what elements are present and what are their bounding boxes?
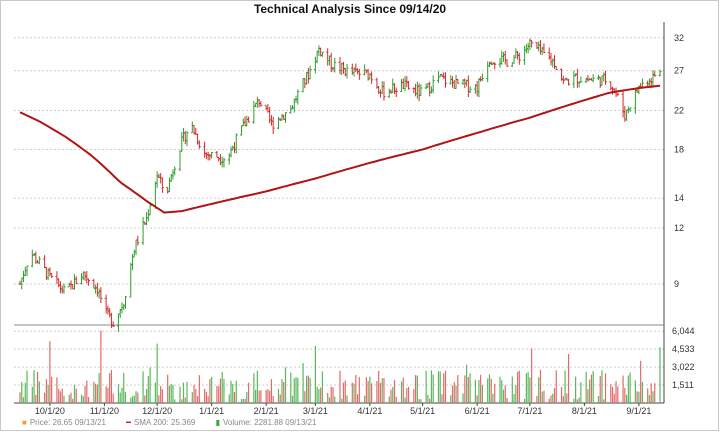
x-tick-label: 10/1/20 <box>35 406 65 416</box>
x-tick-label: 4/1/21 <box>357 406 382 416</box>
legend-item-price: ■ Price: 26.65 09/13/21 <box>22 418 106 427</box>
price-tick-label: 18 <box>674 144 684 154</box>
sma-legend-line-icon: ━ <box>126 418 131 427</box>
legend-label-sma: SMA 200: 25.369 <box>133 418 196 427</box>
chart-title: Technical Analysis Since 09/14/20 <box>253 2 447 16</box>
volume-tick-label: 6,044 <box>672 326 695 336</box>
price-tick-label: 14 <box>674 193 684 203</box>
sma200-line <box>19 84 661 214</box>
legend-item-volume: ▮ Volume: 2281.88 09/13/21 <box>216 418 317 427</box>
x-tick-label: 11/1/20 <box>90 406 119 416</box>
x-tick-label: 8/1/21 <box>572 406 597 416</box>
volume-tick-label: 4,533 <box>672 344 695 354</box>
x-tick-label: 9/1/21 <box>626 406 651 416</box>
price-legend-swatch-icon: ■ <box>22 418 27 427</box>
legend-label-volume: Volume: 2281.88 09/13/21 <box>223 418 317 427</box>
x-tick-label: 12/1/20 <box>142 406 172 416</box>
legend: ■ Price: 26.65 09/13/21 ━ SMA 200: 25.369 … <box>22 418 334 427</box>
price-tick-label: 12 <box>674 223 684 233</box>
x-tick-label: 3/1/21 <box>303 406 328 416</box>
legend-label-price: Price: 26.65 09/13/21 <box>29 418 106 427</box>
price-tick-label: 9 <box>674 279 679 289</box>
price-tick-label: 22 <box>674 106 684 116</box>
x-tick-label: 7/1/21 <box>517 406 542 416</box>
price-tick-label: 27 <box>674 66 684 76</box>
x-tick-label: 6/1/21 <box>465 406 490 416</box>
x-tick-label: 2/1/21 <box>254 406 279 416</box>
x-tick-label: 5/1/21 <box>410 406 435 416</box>
legend-item-sma: ━ SMA 200: 25.369 <box>126 418 195 427</box>
volume-tick-label: 1,511 <box>672 380 694 390</box>
x-tick-label: 1/1/21 <box>199 406 224 416</box>
volume-tick-label: 3,022 <box>672 362 695 372</box>
volume-legend-bar-icon: ▮ <box>215 418 220 427</box>
price-tick-label: 32 <box>674 33 684 43</box>
